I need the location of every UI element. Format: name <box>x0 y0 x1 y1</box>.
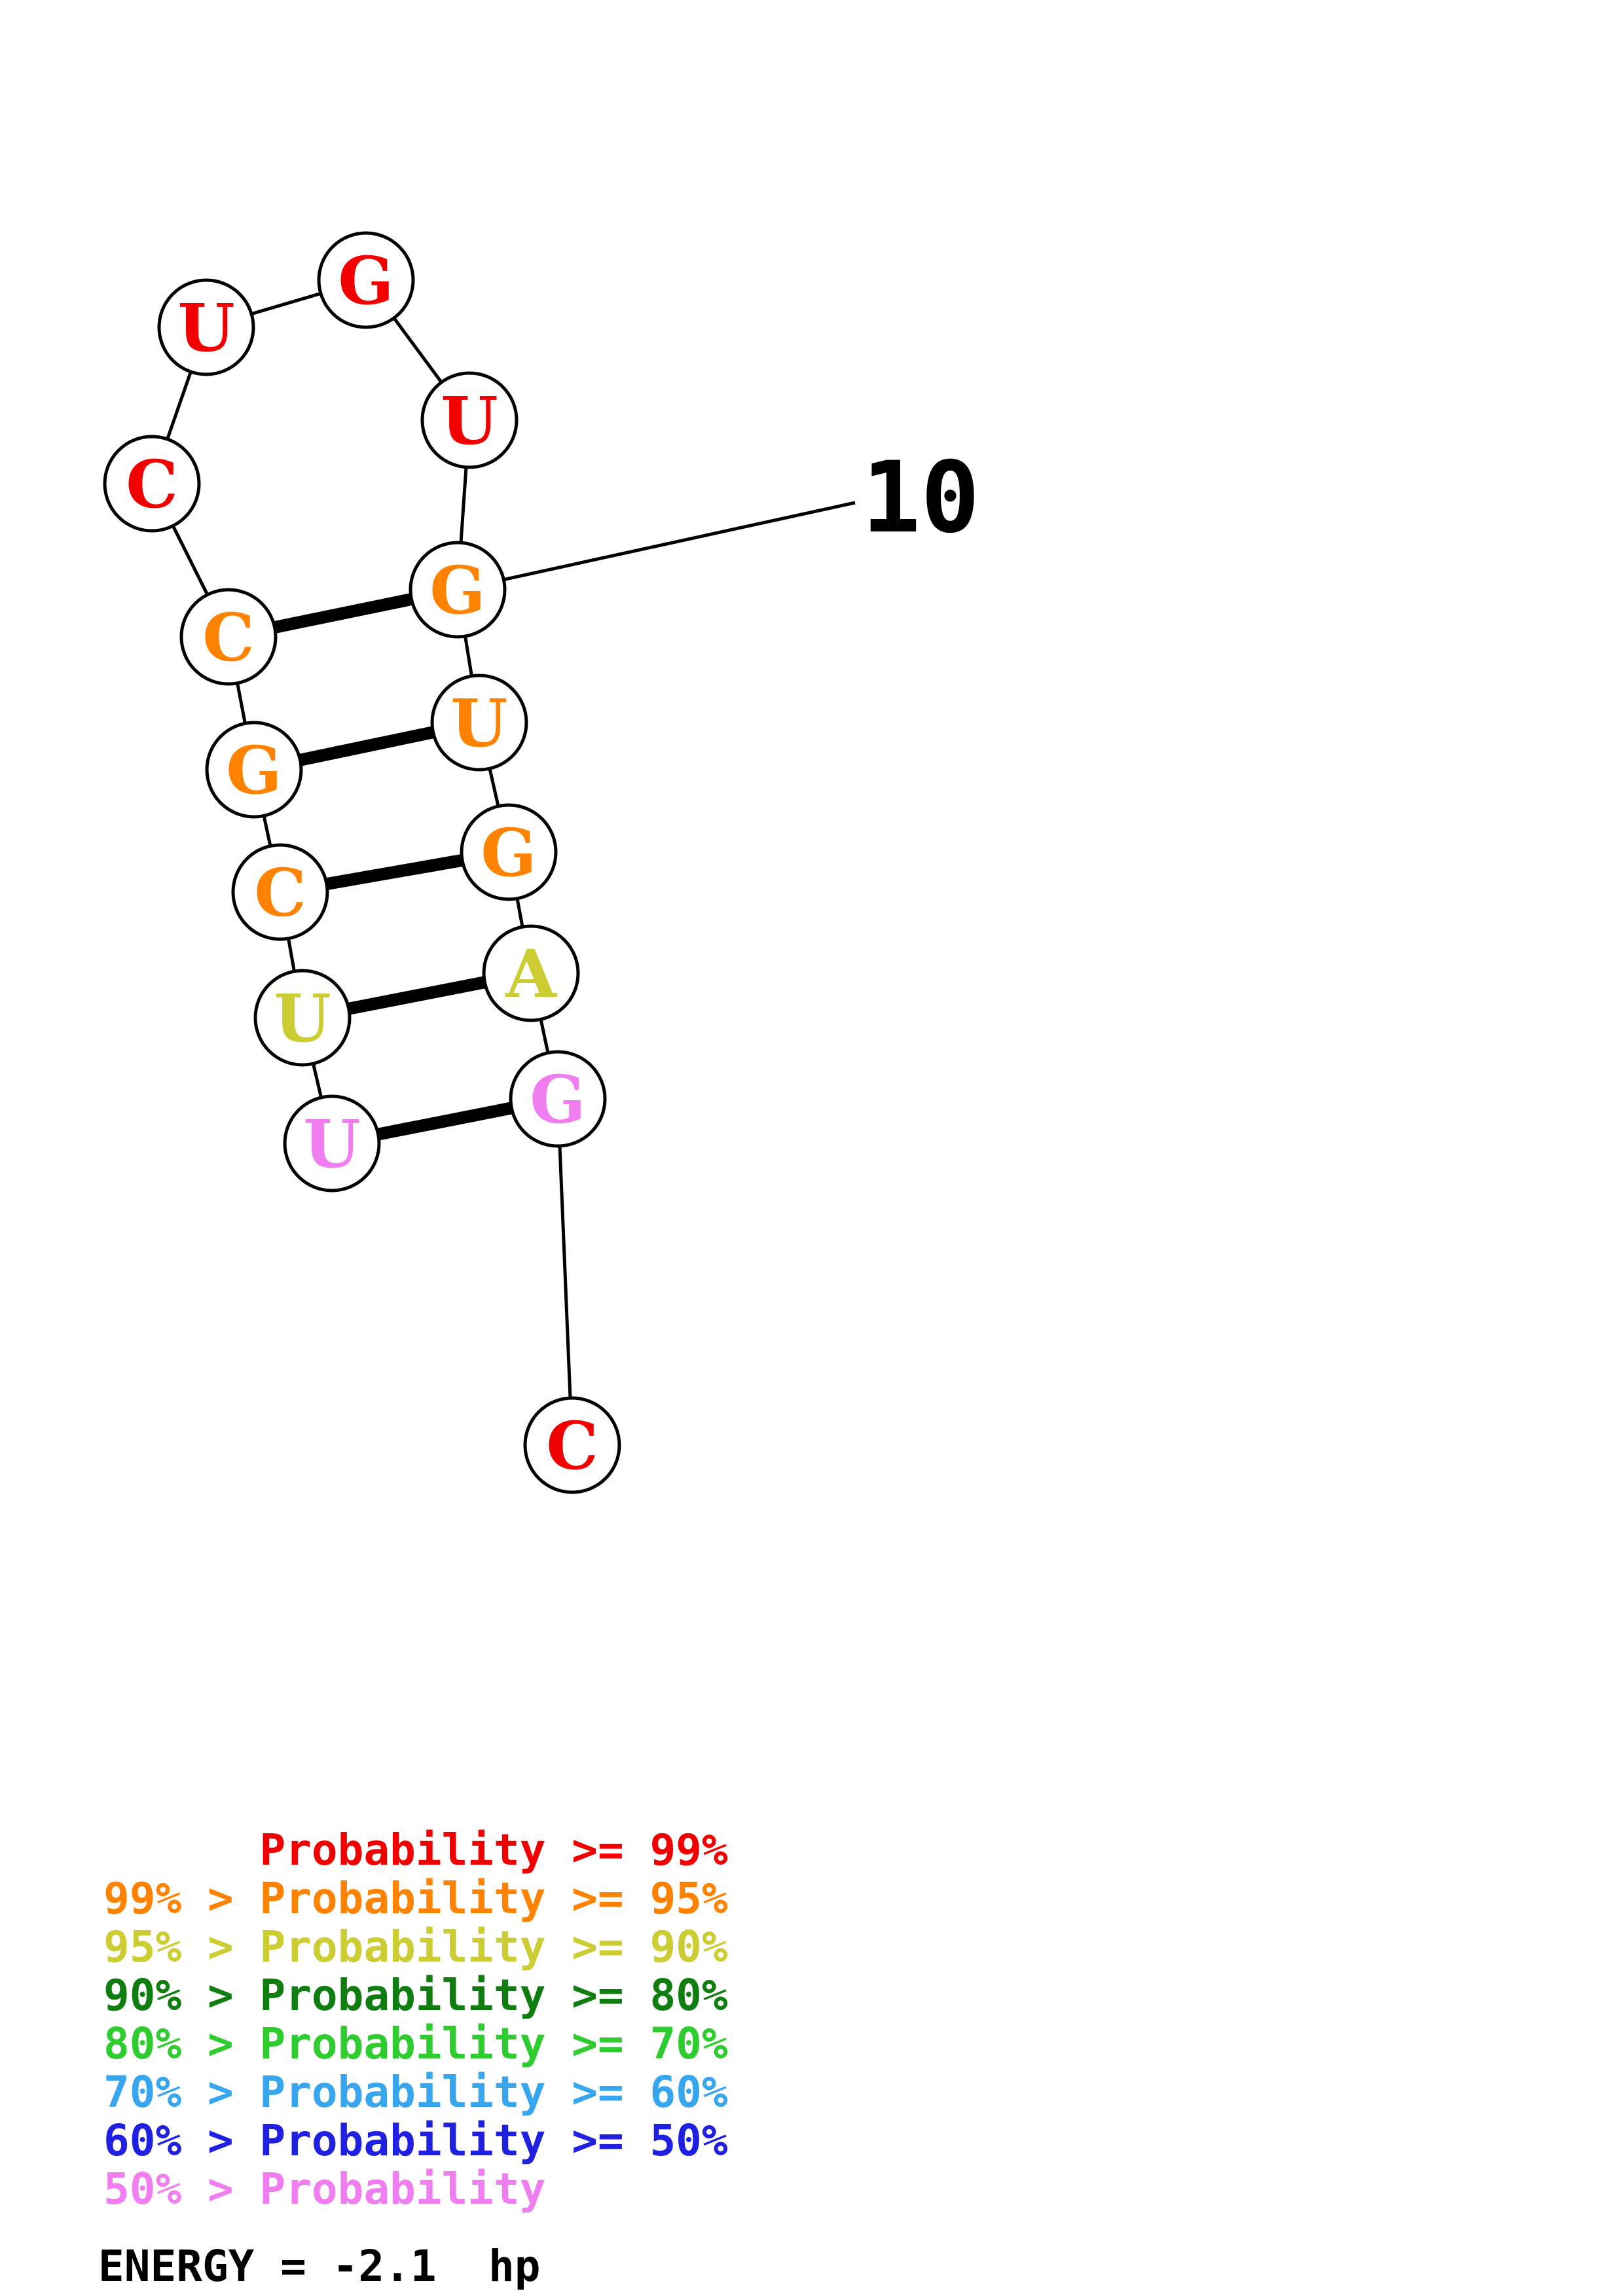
legend-line: 95% > Probability >= 90% <box>103 1922 728 1972</box>
nucleotide-circle <box>509 1050 607 1148</box>
nucleotide-letter: G <box>429 552 485 629</box>
nucleotide-letter: U <box>274 980 331 1057</box>
nucleotide-letter: U <box>450 685 507 762</box>
nucleotide-circle <box>283 1094 381 1193</box>
nucleotide-circle <box>420 371 519 469</box>
legend-line: 99% > Probability >= 95% <box>103 1873 728 1924</box>
legend-line: 70% > Probability >= 60% <box>103 2067 728 2117</box>
nucleotide-circle <box>482 924 580 1022</box>
nucleotide-letter: U <box>441 382 498 459</box>
legend-line: 60% > Probability >= 50% <box>103 2115 728 2166</box>
nucleotide-circle <box>460 803 558 901</box>
probability-legend: Probability >= 99% 99% > Probability >= 9… <box>103 1826 728 2214</box>
nucleotide-letter: A <box>505 935 557 1013</box>
nucleotide-letter: C <box>546 1407 598 1484</box>
nucleotide-circle <box>317 231 415 329</box>
backbone-link <box>556 1098 574 1446</box>
nucleotide-circle <box>157 278 255 376</box>
nucleotide-circle <box>179 588 278 686</box>
nucleotide-letter: C <box>202 599 255 676</box>
legend-line: 80% > Probability >= 70% <box>103 2018 728 2069</box>
nucleotide-circle <box>409 541 507 639</box>
nucleotide-circle <box>205 721 303 819</box>
legend-line: Probability >= 99% <box>103 1825 728 1875</box>
nucleotide-letter: C <box>254 854 306 931</box>
number-pointer-line <box>457 501 856 592</box>
nucleotide-circle <box>430 673 528 772</box>
nucleotide-letter: U <box>177 289 234 367</box>
nucleotide-circle <box>523 1396 621 1494</box>
nucleotide-circle <box>103 435 201 533</box>
energy-label: ENERGY = -2.1 hp <box>98 2241 541 2291</box>
nucleotide-letter: G <box>481 814 536 891</box>
legend-line: 90% > Probability >= 80% <box>103 1970 728 2020</box>
nucleotide-letter: U <box>303 1105 360 1183</box>
nucleotide-letter: G <box>338 242 393 319</box>
nucleotide-letter: G <box>530 1061 585 1138</box>
legend-line: 50% > Probability <box>103 2164 546 2214</box>
nucleotide-letter: C <box>126 446 178 523</box>
nucleotide-circle <box>231 843 329 941</box>
nucleotide-letter: G <box>226 732 282 809</box>
number-label: 10 <box>862 441 980 555</box>
nucleotide-circle <box>253 969 352 1067</box>
